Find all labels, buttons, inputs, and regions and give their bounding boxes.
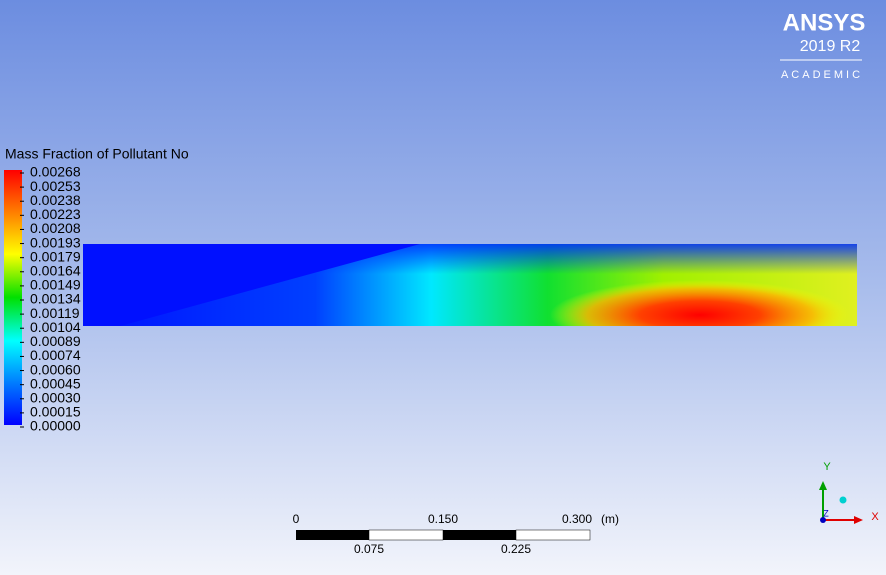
- field-hotspot: [550, 280, 850, 326]
- legend-label: 0.00045: [30, 375, 81, 391]
- legend-label: 0.00074: [30, 347, 81, 363]
- legend-label: 0.00060: [30, 361, 81, 377]
- legend-label: 0.00253: [30, 178, 81, 194]
- scale-label: 0.075: [354, 542, 384, 556]
- triad-dot: [839, 496, 847, 504]
- field-inlet: [83, 244, 420, 326]
- contour-field: [83, 244, 857, 326]
- axis-triad: Y X Z: [819, 461, 879, 524]
- legend-label: 0.00268: [30, 164, 81, 180]
- y-label: Y: [823, 461, 831, 473]
- logo-brand: ANSYS: [783, 9, 866, 36]
- scale-segment: [296, 530, 369, 540]
- scale-label: 0.150: [428, 512, 458, 526]
- scale-segment: [368, 529, 444, 541]
- legend-label: 0.00000: [30, 418, 81, 434]
- colorbar: [4, 170, 22, 425]
- scale-segment: [515, 529, 591, 541]
- x-arrowhead: [854, 516, 863, 524]
- legend-label: 0.00134: [30, 291, 81, 307]
- scale-label: 0: [293, 512, 300, 526]
- legend-label: 0.00149: [30, 277, 81, 293]
- legend-label: 0.00238: [30, 192, 81, 208]
- scale-label: 0.225: [501, 542, 531, 556]
- legend-label: 0.00104: [30, 319, 81, 335]
- legend-label: 0.00223: [30, 206, 81, 222]
- legend-label: 0.00015: [30, 404, 81, 420]
- legend-label: 0.00179: [30, 248, 81, 264]
- logo-version: 2019 R2: [800, 38, 861, 55]
- legend-labels: 0.002680.002530.002380.002230.002080.001…: [20, 164, 81, 434]
- scale-label: 0.300: [562, 512, 592, 526]
- x-label: X: [871, 511, 879, 523]
- legend-label: 0.00089: [30, 333, 81, 349]
- legend-label: 0.00119: [30, 305, 80, 321]
- z-label: Z: [823, 508, 829, 518]
- legend-label: 0.00208: [30, 220, 81, 236]
- legend-label: 0.00030: [30, 389, 81, 405]
- y-arrowhead: [819, 481, 827, 490]
- logo-edition: ACADEMIC: [781, 69, 863, 81]
- scale-unit: (m): [601, 512, 619, 526]
- legend-title: Mass Fraction of Pollutant No: [5, 146, 189, 162]
- scale-segment: [443, 530, 516, 540]
- legend-label: 0.00164: [30, 262, 81, 278]
- legend-label: 0.00193: [30, 234, 81, 250]
- z-origin: [820, 517, 826, 523]
